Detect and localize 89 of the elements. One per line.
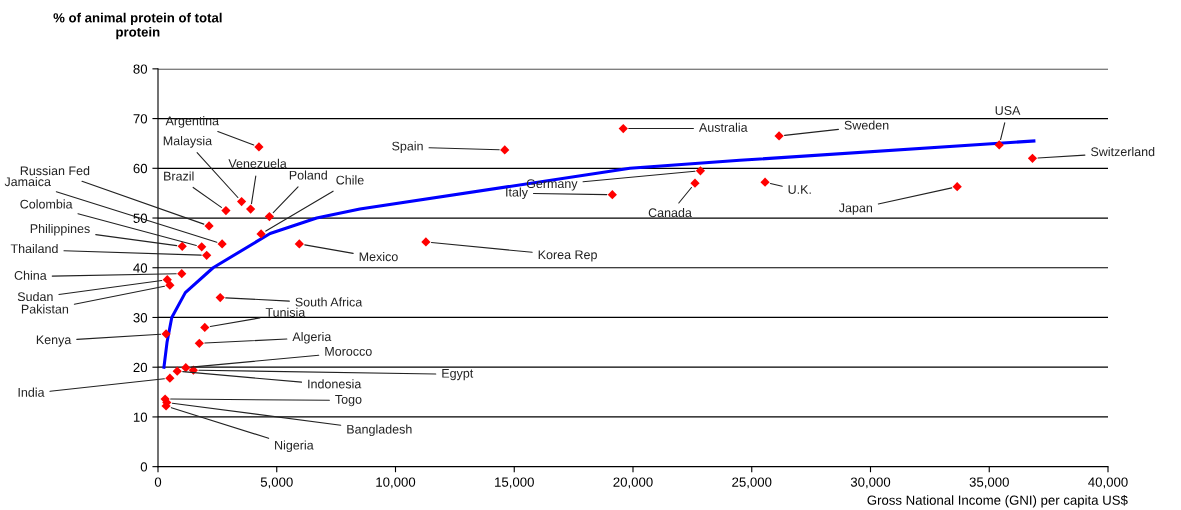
point bbox=[172, 366, 182, 376]
annotation: Kenya bbox=[36, 335, 72, 347]
point bbox=[217, 239, 227, 249]
annotation: Togo bbox=[335, 395, 362, 407]
annotation: Tunisia bbox=[265, 307, 306, 317]
y-tick-label: 20 bbox=[133, 362, 148, 373]
annotation: Japan bbox=[838, 203, 873, 215]
point bbox=[500, 145, 510, 155]
annotation: Sudan bbox=[17, 291, 53, 302]
point bbox=[165, 373, 175, 383]
annotation: Germany bbox=[526, 179, 578, 191]
x-tick-label: 10,000 bbox=[376, 477, 416, 489]
point bbox=[774, 131, 784, 141]
point bbox=[246, 204, 256, 214]
point bbox=[177, 241, 187, 251]
annotation: Brazil bbox=[164, 171, 194, 181]
point bbox=[421, 237, 431, 247]
annotation: Australia bbox=[698, 122, 748, 132]
y-tick-label: 70 bbox=[133, 114, 148, 124]
annotation: Switzerland bbox=[1091, 146, 1155, 157]
point bbox=[254, 142, 264, 152]
annotation: Argentina bbox=[165, 116, 220, 128]
point bbox=[204, 221, 214, 231]
x-axis-title: Gross National Income (GNI) per capita US$ bbox=[867, 494, 1128, 508]
annotation: Italy bbox=[506, 187, 528, 200]
point bbox=[994, 140, 1004, 150]
annotation: U.K. bbox=[788, 185, 811, 194]
annotation: Morocco bbox=[325, 347, 372, 356]
point bbox=[618, 123, 628, 134]
annotation: Bangladesh bbox=[347, 424, 412, 437]
point bbox=[200, 322, 210, 333]
x-tick-label: 25,000 bbox=[732, 477, 772, 489]
point bbox=[607, 190, 617, 200]
annotation: Algeria bbox=[292, 331, 332, 344]
point bbox=[177, 269, 187, 279]
annotation: Philippines bbox=[30, 223, 90, 236]
point bbox=[197, 242, 207, 252]
x-tick-label: 5,000 bbox=[260, 477, 293, 489]
annotation: Mexico bbox=[359, 251, 398, 262]
annotation: Thailand bbox=[10, 243, 58, 254]
point bbox=[952, 182, 962, 192]
annotation: Indonesia bbox=[308, 379, 362, 389]
annotation: South Africa bbox=[295, 297, 363, 307]
point bbox=[1027, 153, 1038, 163]
annotation: Russian Fed bbox=[20, 165, 90, 176]
y-tick-label: 0 bbox=[140, 462, 148, 472]
annotation: Jamaica bbox=[4, 176, 51, 187]
y-axis-title: % of animal protein of total protein bbox=[53, 12, 222, 40]
x-tick-label: 20,000 bbox=[613, 477, 653, 489]
y-tick-label: 60 bbox=[133, 163, 148, 174]
point bbox=[760, 177, 770, 187]
annotation: Poland bbox=[289, 170, 327, 180]
annotation: Korea Rep bbox=[538, 250, 597, 262]
point bbox=[294, 239, 304, 249]
point bbox=[165, 280, 175, 290]
point bbox=[221, 205, 231, 216]
point bbox=[202, 250, 212, 260]
point bbox=[162, 275, 172, 285]
annotation: Chile bbox=[336, 175, 364, 185]
point bbox=[256, 229, 266, 239]
annotation: USA bbox=[995, 106, 1021, 115]
annotation: Spain bbox=[392, 141, 423, 153]
point bbox=[690, 178, 700, 188]
annotation: Egypt bbox=[442, 368, 474, 381]
point bbox=[181, 363, 191, 373]
y-tick-label: 30 bbox=[133, 313, 148, 323]
y-tick-label: 80 bbox=[133, 64, 148, 74]
x-tick-label: 35,000 bbox=[969, 477, 1009, 489]
annotation: Malaysia bbox=[163, 136, 213, 148]
point bbox=[695, 166, 706, 176]
y-tick-label: 40 bbox=[133, 263, 148, 273]
point bbox=[161, 329, 171, 339]
annotation: Nigeria bbox=[275, 440, 314, 453]
annotation: Pakistan bbox=[21, 304, 69, 314]
point bbox=[215, 292, 225, 303]
annotation: China bbox=[14, 270, 47, 280]
point bbox=[236, 197, 247, 207]
x-tick-label: 30,000 bbox=[850, 477, 891, 489]
annotation: India bbox=[18, 387, 45, 397]
x-tick-label: 15,000 bbox=[495, 477, 534, 489]
annotation: Venezuela bbox=[228, 158, 287, 168]
point bbox=[194, 338, 204, 348]
annotation: Colombia bbox=[20, 199, 73, 209]
x-tick-label: 40,000 bbox=[1088, 477, 1128, 489]
point bbox=[264, 211, 274, 222]
annotation: Canada bbox=[648, 207, 692, 218]
y-tick-label: 10 bbox=[133, 412, 148, 422]
annotation: Sweden bbox=[844, 120, 889, 130]
x-tick-label: 0 bbox=[154, 477, 162, 487]
